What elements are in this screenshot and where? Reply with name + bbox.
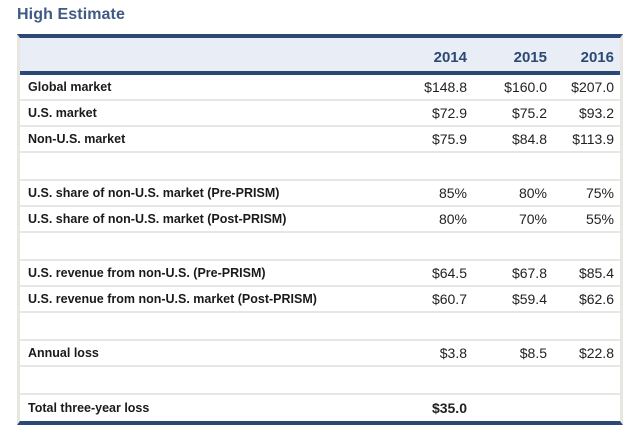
row-us-revenue-pre-prism: U.S. revenue from non-U.S. (Pre-PRISM) $… <box>20 260 620 287</box>
cell-2016 <box>553 312 620 341</box>
spacer-row <box>20 366 620 395</box>
cell-2016: 55% <box>553 206 620 233</box>
row-label: Global market <box>20 73 397 101</box>
spacer-row <box>20 232 620 261</box>
cell-2016: 75% <box>553 180 620 207</box>
row-label: Annual loss <box>20 340 397 367</box>
header-label <box>20 38 397 75</box>
cell-2016: $85.4 <box>553 260 620 287</box>
cell-2016: $22.8 <box>553 340 620 367</box>
row-label <box>20 366 397 395</box>
row-label: U.S. share of non-U.S. market (Post-PRIS… <box>20 206 397 233</box>
cell-2014: $64.5 <box>397 260 473 287</box>
cell-2016 <box>553 394 620 421</box>
cell-2015 <box>473 232 553 261</box>
cell-2015: $160.0 <box>473 73 553 101</box>
cell-2015: $8.5 <box>473 340 553 367</box>
row-label: U.S. market <box>20 100 397 127</box>
header-row: 2014 2015 2016 <box>20 38 620 75</box>
spacer-row <box>20 152 620 181</box>
cell-2014: $148.8 <box>397 73 473 101</box>
row-label: Total three-year loss <box>28 401 150 415</box>
row-label: U.S. revenue from non-U.S. (Pre-PRISM) <box>20 260 397 287</box>
spacer-row <box>20 312 620 341</box>
high-estimate-table: 2014 2015 2016 Global market $148.8 $160… <box>17 34 623 425</box>
header-year-2016: 2016 <box>553 38 620 75</box>
cell-2016: $62.6 <box>553 286 620 313</box>
cell-2015: $59.4 <box>473 286 553 313</box>
row-label: U.S. revenue from non-U.S. market (Post-… <box>20 286 397 313</box>
cell-2014: $60.7 <box>397 286 473 313</box>
cell-2015 <box>473 312 553 341</box>
row-us-market: U.S. market $72.9 $75.2 $93.2 <box>20 100 620 127</box>
row-label: U.S. share of non-U.S. market (Pre-PRISM… <box>20 180 397 207</box>
cell-2014: $75.9 <box>397 126 473 153</box>
cell-2016: $207.0 <box>553 73 620 101</box>
cell-2014: $72.9 <box>397 100 473 127</box>
row-label <box>20 232 397 261</box>
row-label <box>20 312 397 341</box>
row-label: Non-U.S. market <box>20 126 397 153</box>
cell-2015 <box>473 394 553 421</box>
row-us-revenue-post-prism: U.S. revenue from non-U.S. market (Post-… <box>20 286 620 313</box>
cell-2015: $84.8 <box>473 126 553 153</box>
estimate-table: 2014 2015 2016 Global market $148.8 $160… <box>20 38 620 421</box>
row-global-market: Global market $148.8 $160.0 $207.0 <box>20 73 620 101</box>
cell-2014: $3.8 <box>397 340 473 367</box>
cell-2014 <box>397 366 473 395</box>
row-us-share-post-prism: U.S. share of non-U.S. market (Post-PRIS… <box>20 206 620 233</box>
header-year-2014: 2014 <box>397 38 473 75</box>
cell-2015: $75.2 <box>473 100 553 127</box>
cell-2014 <box>397 312 473 341</box>
cell-2016 <box>553 232 620 261</box>
row-non-us-market: Non-U.S. market $75.9 $84.8 $113.9 <box>20 126 620 153</box>
cell-2016: $113.9 <box>553 126 620 153</box>
cell-2016 <box>553 152 620 181</box>
row-us-share-pre-prism: U.S. share of non-U.S. market (Pre-PRISM… <box>20 180 620 207</box>
table-title: High Estimate <box>17 6 125 23</box>
cell-2015: 80% <box>473 180 553 207</box>
cell-2014: 80% <box>397 206 473 233</box>
row-label <box>20 152 397 181</box>
row-total-three-year-loss: Total three-year loss $35.0 <box>20 394 620 421</box>
cell-2014: 85% <box>397 180 473 207</box>
cell-2015: $67.8 <box>473 260 553 287</box>
cell-2016: $93.2 <box>553 100 620 127</box>
cell-2014: $35.0 <box>431 400 467 416</box>
cell-2016 <box>553 366 620 395</box>
row-annual-loss: Annual loss $3.8 $8.5 $22.8 <box>20 340 620 367</box>
header-year-2015: 2015 <box>473 38 553 75</box>
cell-2014 <box>397 232 473 261</box>
cell-2014 <box>397 152 473 181</box>
cell-2015 <box>473 152 553 181</box>
cell-2015: 70% <box>473 206 553 233</box>
cell-2015 <box>473 366 553 395</box>
